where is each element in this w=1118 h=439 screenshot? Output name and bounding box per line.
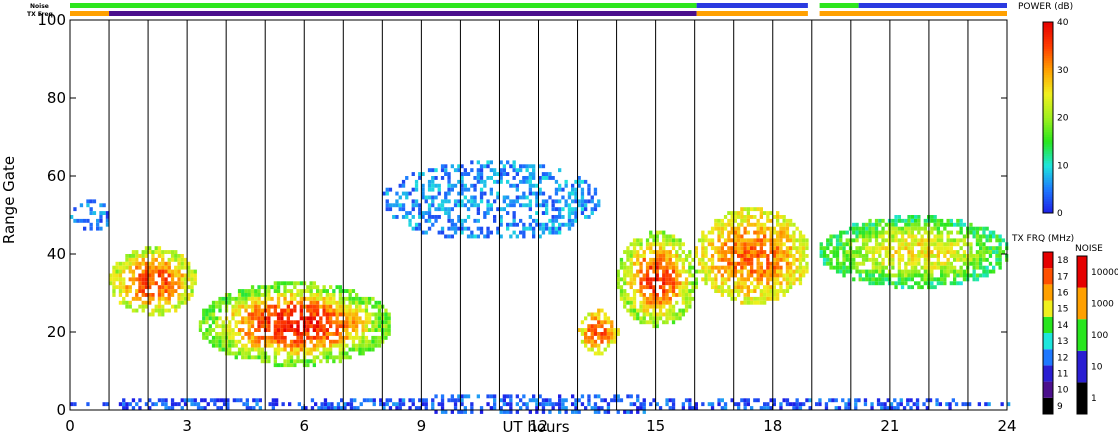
y-tick-label: 0: [56, 401, 66, 419]
echo-region: [616, 230, 698, 329]
echo-region: [109, 246, 197, 317]
x-tick-label: 6: [299, 417, 309, 435]
noise-strip-segment: [858, 3, 1007, 8]
txfreq-colorbar-tick: 10: [1057, 386, 1069, 396]
power-colorbar-tick: 0: [1057, 209, 1063, 219]
echo-region: [694, 207, 809, 305]
noise-strip: [70, 3, 1007, 8]
power-colorbar-tick: 20: [1057, 114, 1069, 124]
txfreq-strip-label: TX Freq: [27, 11, 53, 18]
echo-region: [382, 160, 601, 239]
txfreq-colorbar: TX FRQ (MHz) 9 10 11 12 13 14 15 16 17 18: [1011, 234, 1074, 415]
txfreq-colorbar-label: TX FRQ (MHz): [1011, 234, 1074, 244]
echo-region: [577, 308, 620, 356]
txfreq-strip-segment: [109, 11, 697, 16]
echo-data: [70, 160, 1011, 414]
x-tick-label: 15: [646, 417, 665, 435]
txfreq-strip-segment: [696, 11, 808, 16]
y-tick-label: 100: [37, 11, 66, 29]
power-colorbar-tick: 30: [1057, 66, 1069, 76]
txfreq-colorbar-tick: 12: [1057, 353, 1068, 363]
x-tick-label: 24: [997, 417, 1016, 435]
noise-colorbar: NOISE 1 10 100 1000 10000: [1075, 244, 1118, 415]
noise-colorbar-label: NOISE: [1075, 244, 1103, 254]
x-axis-title: UT hours: [502, 418, 569, 435]
txfreq-strip-segment: [70, 11, 110, 16]
plot-area: 0 3 6 9 12 15 18 21 24 0 20 40 60 80 100: [37, 11, 1016, 435]
noise-colorbar-tick: 10: [1091, 363, 1103, 373]
txfreq-colorbar-tick: 17: [1057, 272, 1068, 282]
y-ticks: 0 20 40 60 80 100: [37, 11, 1007, 419]
noise-strip-label: Noise: [30, 3, 49, 10]
txfreq-colorbar-tick: 11: [1057, 370, 1068, 380]
noise-colorbar-tick: 10000: [1091, 268, 1118, 278]
y-tick-label: 20: [47, 323, 66, 341]
txfreq-colorbar-tick: 13: [1057, 337, 1068, 347]
x-tick-label: 9: [417, 417, 427, 435]
x-tick-label: 21: [880, 417, 899, 435]
echo-region: [198, 281, 391, 368]
txfreq-colorbar-tick: 15: [1057, 305, 1068, 315]
y-tick-label: 60: [47, 167, 66, 185]
y-tick-label: 40: [47, 245, 66, 263]
noise-strip-segment: [696, 3, 808, 8]
txfreq-strip-segment: [819, 11, 1007, 16]
x-tick-label: 18: [763, 417, 782, 435]
txfreq-colorbar-tick: 18: [1057, 256, 1069, 266]
txfreq-colorbar-tick: 9: [1057, 402, 1063, 412]
noise-colorbar-tick: 1: [1091, 394, 1097, 404]
noise-strip-segment: [819, 3, 859, 8]
txfreq-colorbar-tick: 16: [1057, 289, 1069, 299]
txfreq-colorbar-tick: 14: [1057, 321, 1069, 331]
echo-region: [70, 394, 1011, 414]
power-colorbar-label: POWER (dB): [1018, 2, 1073, 12]
hour-grid-lines: [108, 20, 969, 410]
echo-region: [70, 199, 110, 231]
y-tick-label: 80: [47, 89, 66, 107]
power-colorbar: POWER (dB) 0 10 20 30 40: [1018, 2, 1073, 219]
x-tick-label: 0: [65, 417, 75, 435]
noise-colorbar-tick: 1000: [1091, 299, 1114, 309]
x-ticks: 0 3 6 9 12 15 18 21 24: [65, 404, 1017, 435]
txfreq-strip: [70, 11, 1007, 16]
x-tick-label: 12: [529, 417, 548, 435]
power-colorbar-tick: 10: [1057, 161, 1069, 171]
x-tick-label: 3: [182, 417, 192, 435]
power-colorbar-tick: 40: [1057, 18, 1069, 28]
noise-colorbar-tick: 100: [1091, 331, 1108, 341]
y-axis-title: Range Gate: [0, 156, 18, 244]
noise-strip-segment: [70, 3, 697, 8]
